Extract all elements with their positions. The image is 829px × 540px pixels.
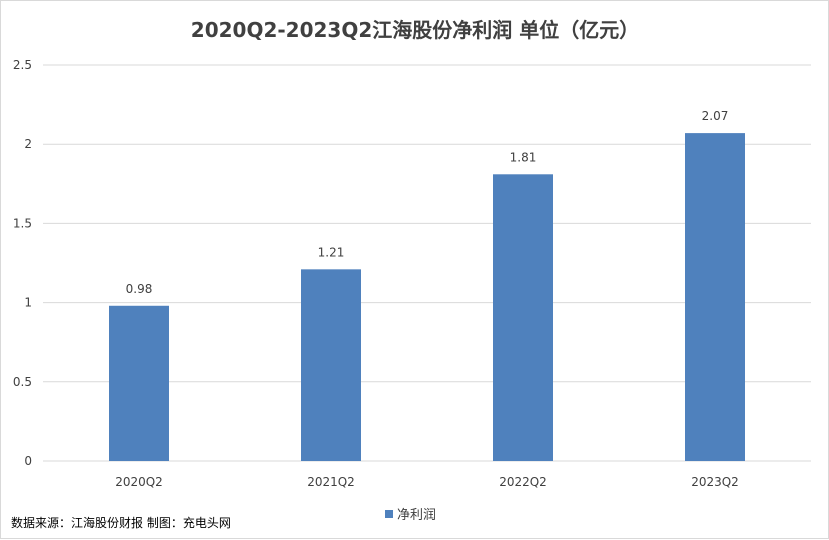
x-tick-label-2022q2: 2022Q2: [499, 475, 547, 489]
legend-swatch-net-profit: [385, 510, 393, 518]
legend-label-net-profit: 净利润: [397, 508, 436, 523]
bar-2021q2[interactable]: [301, 269, 361, 461]
data-label-2020q2: 0.98: [126, 282, 153, 296]
bar-2023q2[interactable]: [685, 133, 745, 461]
bars: [109, 133, 745, 461]
y-tick-label: 2: [24, 137, 32, 151]
y-tick-label: 0.5: [13, 375, 32, 389]
y-tick-label: 2.5: [13, 58, 32, 72]
y-tick-label: 1.5: [13, 216, 32, 230]
y-tick-label: 0: [24, 454, 32, 468]
data-label-2023q2: 2.07: [702, 109, 729, 123]
bar-2020q2[interactable]: [109, 305, 169, 461]
x-tick-label-2020q2: 2020Q2: [115, 475, 163, 489]
legend[interactable]: 净利润: [385, 508, 436, 523]
gridlines: [43, 64, 811, 462]
y-tick-label: 1: [24, 296, 32, 310]
x-tick-label-2021q2: 2021Q2: [307, 475, 355, 489]
source-note: 数据来源：江海股份财报 制图：充电头网: [11, 515, 231, 530]
data-label-2022q2: 1.81: [510, 150, 537, 164]
bar-2022q2[interactable]: [493, 174, 553, 461]
data-labels: 0.98 1.21 1.81 2.07: [126, 109, 729, 296]
x-tick-label-2023q2: 2023Q2: [691, 475, 739, 489]
x-axis-tick-labels: 2020Q2 2021Q2 2022Q2 2023Q2: [115, 475, 739, 489]
data-label-2021q2: 1.21: [318, 245, 345, 259]
chart-title: 2020Q2-2023Q2江海股份净利润 单位（亿元）: [191, 18, 639, 42]
y-axis-tick-labels: 0 0.5 1 1.5 2 2.5: [13, 58, 32, 468]
